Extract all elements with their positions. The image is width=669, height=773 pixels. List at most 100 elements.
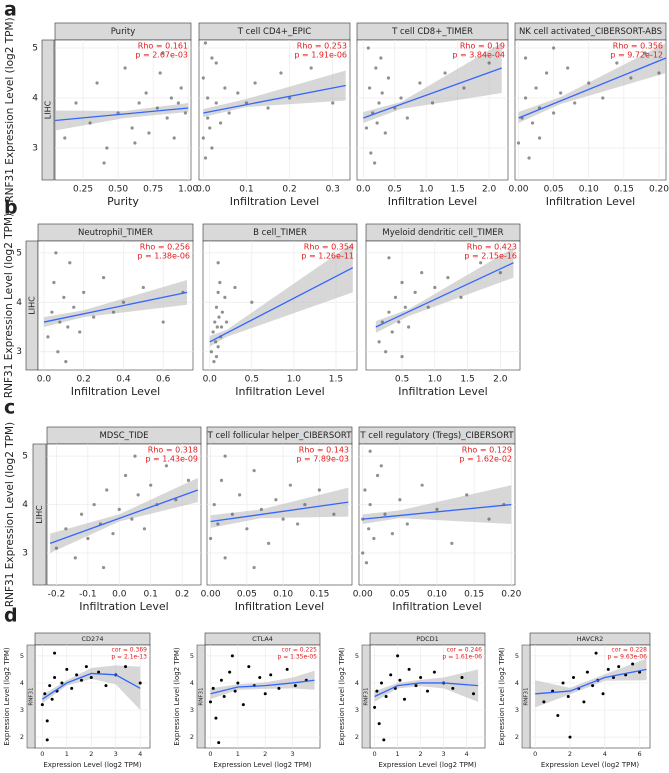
point (317, 488, 321, 492)
stat-label: p = 9.72e-12 (610, 51, 663, 60)
x-axis-label: Infiltration Level (235, 385, 324, 398)
side-strip (361, 644, 371, 749)
point (556, 713, 560, 717)
x-tick-label: 0.1 (144, 590, 158, 600)
point (216, 290, 220, 295)
point (206, 96, 210, 100)
point (393, 295, 398, 299)
point (101, 275, 106, 280)
point (95, 81, 99, 85)
fit-line (41, 672, 141, 700)
point (214, 61, 218, 65)
x-tick-label: 0 (373, 750, 377, 758)
x-axis-label: Infiltration Level (546, 195, 635, 208)
confidence-band (363, 43, 502, 123)
point (86, 536, 90, 541)
point (379, 464, 383, 468)
point (65, 667, 69, 671)
point (259, 507, 263, 512)
point (218, 280, 222, 285)
point (364, 126, 369, 130)
point (219, 325, 224, 329)
point (230, 512, 234, 516)
point (451, 686, 455, 690)
point (124, 665, 128, 669)
y-tick-label: 4 (355, 679, 359, 687)
confidence-band (375, 247, 514, 333)
point (387, 256, 391, 260)
x-tick-label: 2.0 (493, 375, 508, 385)
row-strip-label: LIHC (28, 296, 37, 315)
point (79, 512, 84, 516)
point (293, 684, 297, 688)
strip-title: Myeloid dendritic cell_TIMER (382, 228, 503, 238)
strip-title: HAVCR2 (577, 635, 604, 643)
point (369, 151, 373, 155)
point (252, 469, 256, 473)
confidence-band (374, 669, 479, 702)
point (459, 295, 463, 299)
x-tick-label: 2 (263, 750, 267, 758)
stat-label: Rho = 0.423 (467, 243, 517, 252)
y-axis-label: Expression Level (log2 TPM) (3, 647, 11, 746)
point (233, 285, 237, 290)
point (53, 651, 57, 655)
point (223, 86, 227, 90)
stat-label: p = 2.15e-16 (464, 252, 517, 261)
row-strip (32, 443, 47, 586)
point (222, 695, 226, 698)
x-tick-label: 0.20 (649, 185, 669, 195)
point (230, 654, 234, 658)
point (397, 320, 401, 324)
x-tick-label: 0.25 (73, 185, 93, 195)
x-tick-label: 0.2 (77, 375, 91, 385)
point (582, 700, 586, 704)
x-tick-label: 6 (637, 750, 641, 758)
point (384, 695, 388, 698)
row-y-label: RNF31 Expression Level (log2 TPM) (4, 422, 16, 607)
point (70, 686, 74, 690)
x-tick-label: 3 (114, 750, 118, 758)
point (390, 532, 395, 536)
point (523, 96, 528, 100)
point (79, 678, 83, 682)
point (89, 676, 93, 680)
side-strip-label: RNF31 (364, 687, 370, 705)
x-axis-label: Expression Level (log2 TPM) (213, 761, 312, 769)
point (419, 676, 423, 680)
point (426, 305, 430, 309)
point (214, 101, 218, 105)
point (568, 735, 572, 739)
point (288, 96, 292, 100)
fit-line (210, 679, 315, 695)
x-tick-label: 0 (40, 750, 44, 758)
x-tick-label: -0.2 (48, 590, 66, 600)
point (446, 275, 450, 280)
stat-label: cor = 0.369 (112, 647, 148, 654)
point (372, 536, 376, 541)
y-tick-label: 5 (32, 44, 38, 54)
point (432, 670, 436, 674)
stat-label: Rho = 0.318 (148, 446, 198, 455)
x-tick-label: 0.00 (508, 185, 528, 195)
x-tick-label: 0.15 (614, 185, 634, 195)
point (165, 116, 169, 120)
point (465, 493, 469, 497)
x-tick-label: 1 (236, 750, 240, 758)
point (102, 161, 106, 165)
side-strip-label: RNF31 (29, 687, 35, 705)
point (561, 681, 565, 685)
point (201, 76, 205, 80)
y-tick-label: 4 (20, 679, 24, 687)
x-tick-label: 3 (442, 750, 446, 758)
stat-label: p = 3.84e-04 (452, 51, 505, 60)
point (252, 565, 256, 570)
fit-line (375, 262, 514, 328)
point (380, 91, 384, 95)
stat-label: p = 2.67e-03 (135, 51, 188, 60)
point (413, 290, 417, 295)
stat-label: p = 2.1e-13 (111, 654, 147, 661)
strip-title: T cell CD8+_TIMER (391, 27, 473, 37)
y-tick-label: 2 (190, 733, 194, 741)
panel-letter: d (4, 605, 18, 627)
